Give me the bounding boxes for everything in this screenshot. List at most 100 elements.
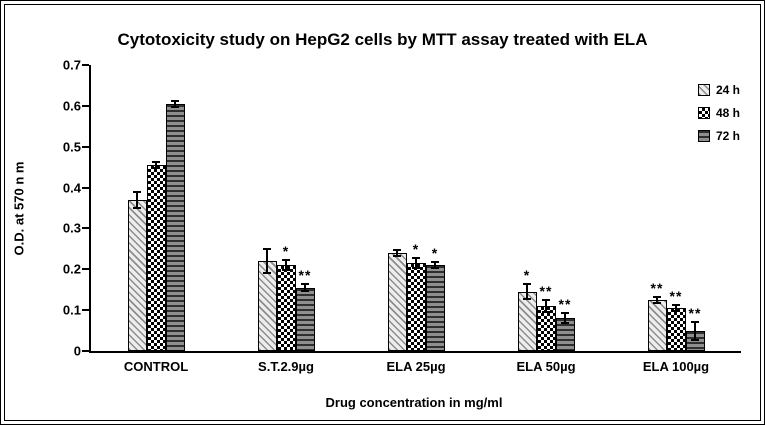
y-axis-label-wrap: O.D. at 570 n m bbox=[7, 65, 31, 351]
legend: 24 h 48 h 72 h bbox=[693, 81, 744, 145]
error-bar-cap bbox=[542, 298, 550, 301]
error-bar bbox=[174, 100, 176, 108]
legend-item-48h: 48 h bbox=[697, 106, 740, 120]
error-bar-cap bbox=[672, 303, 680, 306]
error-bar-cap bbox=[282, 259, 290, 262]
error-bar-cap bbox=[171, 99, 179, 102]
significance-marker: * bbox=[412, 241, 420, 258]
error-bar-cap bbox=[691, 320, 699, 323]
y-axis-label: O.D. at 570 n m bbox=[11, 161, 27, 255]
error-bar-cap bbox=[561, 322, 569, 325]
bar-24h-ELA50µg bbox=[517, 291, 537, 351]
error-bar-cap bbox=[301, 283, 309, 286]
y-axis-tick bbox=[82, 104, 89, 107]
legend-swatch-72h-icon bbox=[697, 130, 710, 142]
error-bar bbox=[415, 258, 417, 269]
error-bar-cap bbox=[282, 269, 290, 272]
y-axis-tick-label: 0.7 bbox=[62, 57, 81, 73]
significance-marker: ** bbox=[558, 296, 572, 313]
significance-marker: * bbox=[431, 244, 439, 261]
y-axis-tick-label: 0.1 bbox=[62, 302, 81, 318]
bar-72h-ELA25µg bbox=[425, 265, 445, 351]
bar-48h-ELA50µg bbox=[536, 306, 556, 351]
error-bar-cap bbox=[523, 298, 531, 301]
error-bar bbox=[304, 284, 306, 291]
bar-72h-CONTROL bbox=[165, 103, 185, 351]
y-axis-tick bbox=[82, 227, 89, 230]
error-bar-cap bbox=[561, 312, 569, 315]
y-axis-tick bbox=[82, 350, 89, 352]
significance-marker: ** bbox=[539, 282, 553, 299]
error-bar-cap bbox=[263, 272, 271, 275]
chart-title: Cytotoxicity study on HepG2 cells by MTT… bbox=[1, 29, 764, 50]
y-axis-tick-label: 0.6 bbox=[62, 98, 81, 114]
error-bar-cap bbox=[523, 283, 531, 286]
bar-24h-S.T.2.9µg bbox=[257, 261, 277, 351]
error-bar-cap bbox=[301, 289, 309, 292]
legend-item-24h: 24 h bbox=[697, 83, 740, 97]
legend-label: 24 h bbox=[715, 83, 740, 97]
significance-marker: ** bbox=[650, 279, 664, 296]
bar-48h-ELA25µg bbox=[406, 263, 426, 351]
x-category-label: CONTROL bbox=[123, 359, 189, 374]
error-bar-cap bbox=[431, 267, 439, 270]
y-axis-tick-label: 0.5 bbox=[62, 139, 81, 155]
y-axis-tick-label: 0.2 bbox=[62, 261, 81, 277]
error-bar bbox=[136, 191, 138, 208]
plot-area: 0 0.1 0.2 0.3 0.4 0.5 0.6 0.7 CONTROL S.T.2.9µg * *… bbox=[63, 58, 741, 374]
error-bar bbox=[656, 296, 658, 304]
error-bar bbox=[434, 261, 436, 269]
y-axis-tick bbox=[82, 309, 89, 312]
x-category-label: ELA 50µg bbox=[516, 359, 576, 374]
error-bar-cap bbox=[171, 106, 179, 109]
error-bar-cap bbox=[653, 295, 661, 298]
error-bar bbox=[526, 284, 528, 300]
error-bar-cap bbox=[412, 267, 420, 270]
y-axis-tick bbox=[82, 145, 89, 148]
chart-title-text: Cytotoxicity study on HepG2 cells by MTT… bbox=[117, 30, 648, 49]
error-bar-cap bbox=[542, 311, 550, 314]
legend-label: 72 h bbox=[715, 129, 740, 143]
error-bar-cap bbox=[393, 248, 401, 251]
legend-label: 48 h bbox=[715, 106, 740, 120]
error-bar-cap bbox=[152, 167, 160, 170]
error-bar-cap bbox=[152, 160, 160, 163]
error-bar-cap bbox=[412, 257, 420, 260]
significance-marker: ** bbox=[688, 304, 702, 321]
legend-swatch-24h-icon bbox=[697, 84, 710, 96]
significance-marker: * bbox=[282, 243, 290, 260]
error-bar-cap bbox=[263, 247, 271, 250]
y-axis-tick-label: 0.4 bbox=[62, 180, 81, 196]
error-bar bbox=[266, 248, 268, 274]
significance-marker: ** bbox=[669, 287, 683, 304]
bar-24h-ELA25µg bbox=[387, 252, 407, 351]
y-axis-tick-label: 0.3 bbox=[62, 220, 81, 236]
bar-24h-ELA100µg bbox=[647, 299, 667, 351]
error-bar bbox=[694, 321, 696, 340]
error-bar bbox=[396, 249, 398, 257]
error-bar-cap bbox=[133, 190, 141, 193]
x-axis-label: Drug concentration in mg/ml bbox=[325, 395, 503, 410]
significance-marker: ** bbox=[298, 267, 312, 284]
bar-48h-S.T.2.9µg bbox=[276, 265, 296, 351]
y-axis-tick bbox=[82, 186, 89, 189]
error-bar-cap bbox=[672, 310, 680, 313]
significance-marker: * bbox=[523, 267, 531, 284]
x-category-label: ELA 100µg bbox=[642, 359, 710, 374]
error-bar bbox=[675, 304, 677, 312]
legend-item-72h: 72 h bbox=[697, 129, 740, 143]
bar-48h-CONTROL bbox=[146, 165, 166, 351]
x-category-label: ELA 25µg bbox=[386, 359, 446, 374]
error-bar-cap bbox=[431, 260, 439, 263]
bar-72h-S.T.2.9µg bbox=[295, 287, 315, 351]
error-bar bbox=[545, 299, 547, 313]
error-bar-cap bbox=[653, 302, 661, 305]
bar-24h-CONTROL bbox=[127, 199, 147, 351]
bar-48h-ELA100µg bbox=[666, 308, 686, 351]
error-bar bbox=[155, 161, 157, 169]
y-axis-tick-label: 0 bbox=[73, 343, 81, 359]
y-axis-tick bbox=[82, 268, 89, 271]
y-axis-tick bbox=[82, 64, 89, 66]
error-bar bbox=[564, 313, 566, 324]
